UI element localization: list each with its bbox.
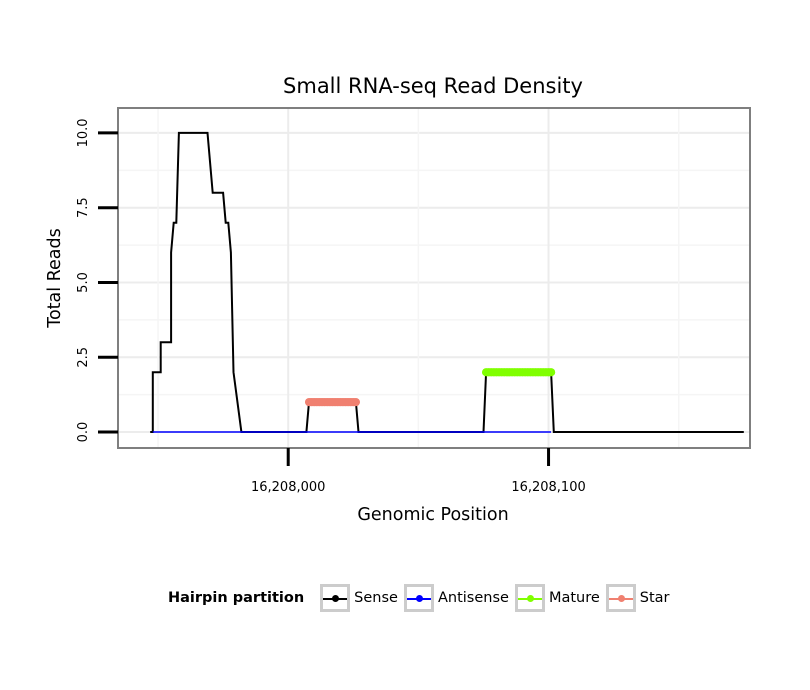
legend: Hairpin partition Sense Antisense Mature… — [168, 582, 676, 614]
plot-panel-border — [117, 107, 751, 449]
y-tick-label-3: 7.5 — [76, 197, 91, 218]
legend-label-antisense: Antisense — [437, 590, 509, 606]
y-axis-label: Total Reads — [45, 228, 65, 329]
legend-key-sense — [320, 584, 351, 612]
x-axis-label: Genomic Position — [357, 505, 508, 525]
legend-item-sense: Sense — [320, 584, 398, 612]
x-tick-label-1: 16,208,100 — [511, 480, 585, 495]
legend-item-antisense: Antisense — [403, 584, 509, 612]
y-tick-label-2: 5.0 — [76, 272, 91, 293]
legend-item-mature: Mature — [514, 584, 600, 612]
y-tick-label-1: 2.5 — [76, 347, 91, 368]
legend-label-mature: Mature — [548, 590, 600, 606]
legend-key-star — [605, 584, 636, 612]
legend-label-sense: Sense — [354, 590, 398, 606]
legend-item-star: Star — [605, 584, 670, 612]
x-tick-label-0: 16,208,000 — [251, 480, 325, 495]
y-tick-label-0: 0.0 — [76, 422, 91, 443]
series-point-mature-25 — [547, 368, 556, 377]
series-point-star-18 — [351, 398, 360, 407]
legend-title: Hairpin partition — [168, 590, 305, 606]
y-tick-label-4: 10.0 — [76, 118, 91, 147]
legend-key-antisense — [403, 584, 434, 612]
legend-key-mature — [514, 584, 545, 612]
chart-title: Small RNA-seq Read Density — [283, 74, 583, 98]
legend-label-star: Star — [639, 590, 670, 606]
